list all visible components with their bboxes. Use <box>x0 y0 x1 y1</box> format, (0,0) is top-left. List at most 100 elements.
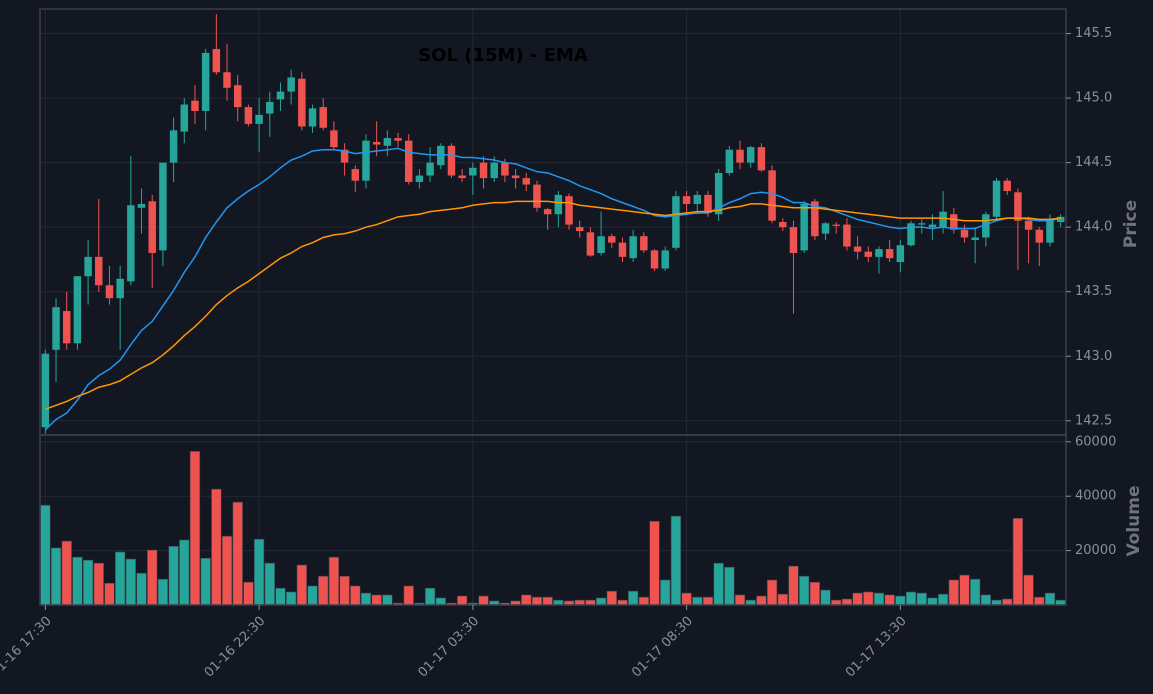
volume-bar <box>307 585 318 606</box>
candle-body <box>330 130 338 148</box>
candle-body <box>789 227 798 253</box>
volume-bar <box>211 488 222 606</box>
candle-body <box>287 77 295 92</box>
candle-body <box>896 245 905 263</box>
volume-bar <box>350 585 361 606</box>
candle-body <box>223 72 231 88</box>
volume-bar <box>318 575 329 606</box>
candle-body <box>875 249 883 257</box>
candle-body <box>800 203 808 251</box>
candle-body <box>917 223 926 225</box>
candle-body <box>554 194 563 215</box>
volume-bar <box>905 591 917 606</box>
volume-bar <box>1012 517 1024 606</box>
candle-body <box>394 138 402 141</box>
candle-body <box>362 140 370 181</box>
y-tick-label: 145.0 <box>1075 91 1112 106</box>
volume-bar <box>809 581 820 606</box>
candle-body <box>650 250 659 269</box>
volume-bar <box>681 592 692 606</box>
volume-bar <box>542 596 553 606</box>
candle-body <box>201 52 210 111</box>
volume-bar <box>339 575 350 606</box>
candle-body <box>779 222 787 228</box>
volume-bar <box>179 539 190 606</box>
candle-body <box>426 162 434 176</box>
volume-bar <box>403 585 414 606</box>
candle-body <box>971 237 979 241</box>
candle-body <box>191 100 199 111</box>
candle-body <box>298 78 306 127</box>
volume-bar <box>788 565 799 606</box>
volume-bar <box>606 590 617 606</box>
candle-body <box>62 311 71 344</box>
candle-body <box>928 224 937 228</box>
y-tick-label: 144.5 <box>1075 155 1112 170</box>
volume-bar <box>777 593 788 606</box>
volume-bar <box>168 545 179 606</box>
volume-bar <box>457 595 468 606</box>
candle-body <box>255 114 263 124</box>
volume-bar <box>852 592 863 606</box>
volume-bar <box>799 575 810 606</box>
volume-bar <box>766 579 778 606</box>
candle-body <box>319 107 327 128</box>
candle-body <box>982 214 990 238</box>
y-tick-label: 20000 <box>1075 543 1116 558</box>
candle-body <box>1056 216 1065 222</box>
volume-axis-label: Volume <box>1124 485 1144 556</box>
volume-bar <box>296 564 307 606</box>
volume-bar <box>521 594 532 606</box>
candle-body <box>661 250 669 269</box>
candle-body <box>907 223 915 246</box>
volume-bar <box>478 595 489 606</box>
volume-bar <box>628 590 639 606</box>
volume-bar <box>243 581 254 606</box>
candle-body <box>736 149 744 163</box>
candle-body <box>180 104 189 132</box>
candle-body <box>148 201 156 253</box>
volume-bar <box>980 594 991 606</box>
candle-body <box>490 162 498 179</box>
volume-panel-frame <box>39 434 1067 606</box>
volume-bar <box>328 556 340 606</box>
candle-body <box>693 194 702 204</box>
candle-body <box>543 209 552 215</box>
candle-body <box>821 223 830 234</box>
y-tick-label: 143.0 <box>1075 349 1112 364</box>
volume-bar <box>713 562 724 606</box>
y-axis-label: Price <box>1121 200 1141 248</box>
candle-body <box>383 138 392 146</box>
volume-bar <box>820 589 831 606</box>
candle-body <box>127 205 135 282</box>
volume-bar <box>702 596 714 606</box>
candle-body <box>757 147 766 171</box>
candle-body <box>522 178 531 185</box>
volume-bar <box>1034 596 1045 606</box>
volume-bar <box>189 451 201 606</box>
candle-body <box>458 175 466 179</box>
candle-body <box>746 147 755 163</box>
volume-bar <box>1023 574 1034 606</box>
volume-bar <box>382 594 393 606</box>
y-tick-label: 60000 <box>1075 434 1116 449</box>
candle-body <box>447 145 456 176</box>
candle-body <box>640 236 648 251</box>
candle-body <box>950 214 958 230</box>
volume-bar <box>841 598 853 606</box>
candle-body <box>629 236 637 259</box>
candle-body <box>768 170 776 221</box>
volume-bar <box>756 595 767 606</box>
candle-body <box>832 224 840 226</box>
volume-bar <box>136 572 147 606</box>
volume-bar <box>649 520 660 606</box>
candle-body <box>597 236 605 253</box>
candle-body <box>479 162 488 179</box>
volume-bar <box>916 592 927 606</box>
volume-bar <box>863 591 874 606</box>
candle-body <box>52 307 60 350</box>
ema-line <box>44 147 1061 431</box>
candle-body <box>41 353 50 428</box>
volume-bar <box>157 578 169 606</box>
candle-body <box>137 203 146 208</box>
